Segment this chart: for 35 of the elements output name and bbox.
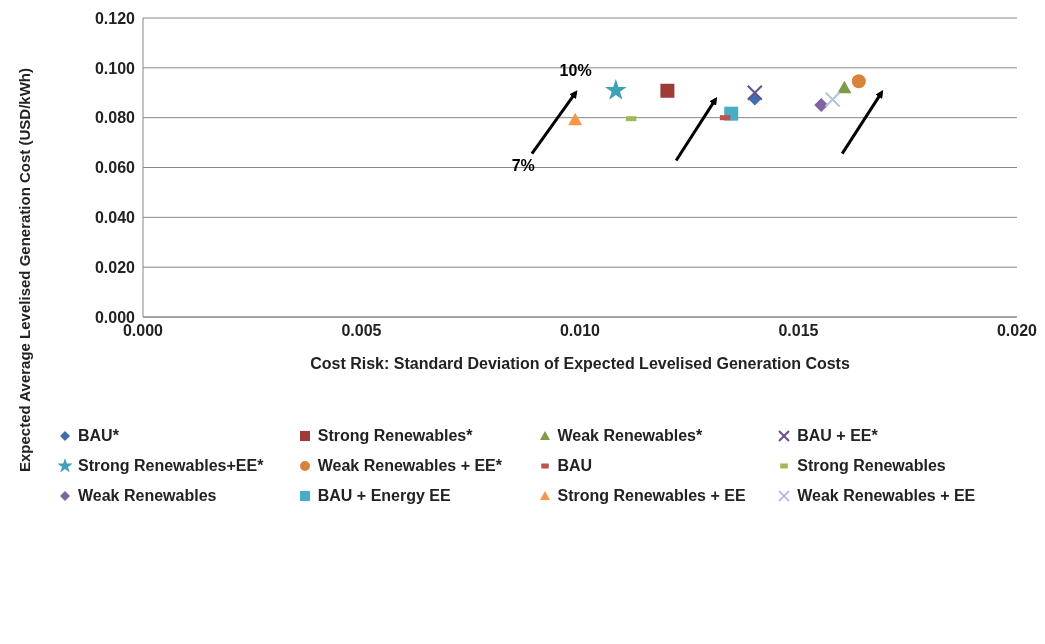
y-tick-label: 0.040 <box>94 209 136 227</box>
y-axis-title: Expected Average Levelised Generation Cost (USD/kWh) <box>16 68 33 472</box>
point <box>746 84 763 101</box>
legend-label: BAU + EE* <box>797 427 878 445</box>
legend-label: BAU* <box>78 427 119 445</box>
point <box>851 74 866 89</box>
legend-label: Weak Renewables + EE* <box>317 457 502 475</box>
legend-label: BAU + Energy EE <box>317 487 451 505</box>
point <box>568 112 583 126</box>
y-tick-label: 0.100 <box>94 59 136 77</box>
legend-label: Weak Renewables + EE <box>797 487 976 505</box>
legend-label: Weak Renewables <box>78 487 217 505</box>
point <box>814 97 829 112</box>
x-tick-label: 0.015 <box>778 322 819 340</box>
legend-label: Strong Renewables + EE <box>557 487 746 505</box>
x-tick-label: 0.005 <box>341 322 382 340</box>
annotation: 7% <box>511 156 535 174</box>
point <box>837 80 852 94</box>
legend-label: Strong Renewables <box>797 457 946 475</box>
x-axis-title: Cost Risk: Standard Deviation of Expected Levelised Generation Costs <box>310 355 850 372</box>
y-tick-label: 0.120 <box>94 9 136 27</box>
point <box>824 91 841 108</box>
legend-label: Strong Renewables* <box>317 427 473 445</box>
annotation: 10% <box>559 61 592 79</box>
point <box>660 83 675 98</box>
x-tick-label: 0.000 <box>122 322 164 340</box>
y-tick-label: 0.060 <box>94 159 136 177</box>
legend-label: Strong Renewables+EE* <box>78 457 264 475</box>
y-tick-label: 0.020 <box>94 258 136 276</box>
legend-label: BAU <box>557 457 593 475</box>
x-tick-label: 0.020 <box>996 322 1038 340</box>
point <box>604 79 627 100</box>
y-tick-label: 0.080 <box>94 109 136 127</box>
x-tick-label: 0.010 <box>559 322 601 340</box>
legend-label: Weak Renewables* <box>557 427 703 445</box>
